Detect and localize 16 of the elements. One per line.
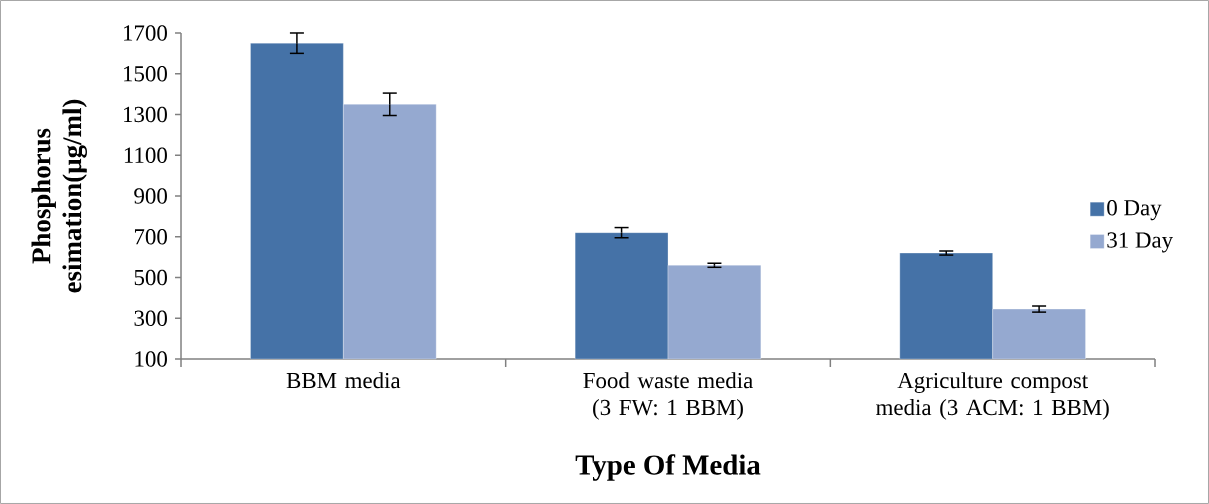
y-tick-label: 300 xyxy=(134,310,167,326)
y-tick-label: 700 xyxy=(134,228,167,245)
y-tick-label: 500 xyxy=(134,269,167,286)
y-tick-label: 1700 xyxy=(124,25,167,41)
y-tick-label: 100 xyxy=(135,351,167,367)
x-tick-label: Food waste media (3 FW: 1 BBM) xyxy=(583,372,753,420)
x-tick-label: Agriculture compost media (3 ACM: 1 BBM) xyxy=(876,372,1109,420)
y-tick-label: 1100 xyxy=(124,147,167,163)
x-axis-title: Type Of Media xyxy=(575,454,761,481)
y-tick-label: 1500 xyxy=(124,65,167,82)
y-axis-title: Phosphorus esimation(µg/ml) xyxy=(31,99,87,293)
x-tick-label: BBM media xyxy=(286,372,401,389)
legend-label: 31 Day xyxy=(1107,232,1174,253)
y-tick-label: 1300 xyxy=(124,106,167,123)
y-tick-label: 900 xyxy=(134,188,167,204)
legend-label: 0 Day xyxy=(1107,199,1162,221)
